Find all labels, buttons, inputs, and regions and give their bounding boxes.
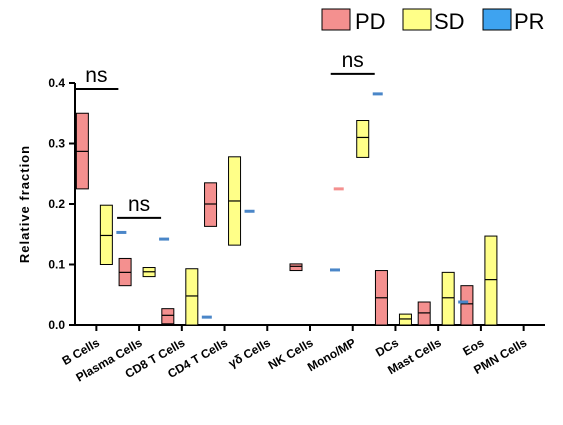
bar-pd-cd4-t-cells bbox=[204, 182, 218, 227]
x-tick-label-eos: Eos bbox=[460, 335, 486, 358]
legend-entry-sd: SD bbox=[402, 8, 465, 34]
bar-sd-dcs bbox=[398, 313, 412, 326]
legend-swatch-sd bbox=[402, 8, 432, 31]
bar-pd-cd8-t-cells bbox=[161, 308, 175, 325]
legend-entry-pd: PD bbox=[321, 8, 386, 34]
y-axis-title: Relative fraction bbox=[17, 145, 32, 263]
legend-entry-pr: PR bbox=[482, 8, 545, 34]
significance-label: ns bbox=[85, 64, 107, 87]
x-tick-label-mono-mp: Mono/MP bbox=[305, 335, 358, 374]
y-tick-label: 0.4 bbox=[48, 76, 65, 90]
bar-sd-eos bbox=[484, 235, 498, 326]
legend-label-sd: SD bbox=[434, 9, 465, 34]
bar-sd-cd8-t-cells bbox=[185, 268, 199, 326]
bar-pd-nk-cells bbox=[289, 263, 303, 272]
y-tick-label: 0.1 bbox=[48, 258, 65, 272]
legend-swatch-pr bbox=[482, 8, 512, 31]
significance-label: ns bbox=[342, 49, 364, 72]
y-tick-label: 0.2 bbox=[48, 197, 65, 211]
bar-pd-eos bbox=[460, 285, 474, 326]
x-tick-label-dcs: DCs bbox=[373, 335, 401, 359]
legend: PD SD PR bbox=[321, 8, 545, 34]
bar-pd-mast-cells bbox=[417, 301, 431, 326]
y-tick-label: 0.0 bbox=[48, 318, 65, 332]
legend-swatch-pd bbox=[321, 8, 351, 31]
bar-sd-mast-cells bbox=[441, 271, 455, 326]
y-tick-label: 0.3 bbox=[48, 137, 65, 151]
x-tick-label-cells: γδ Cells bbox=[226, 335, 273, 370]
bar-sd-mono-mp bbox=[356, 120, 370, 158]
legend-label-pd: PD bbox=[355, 9, 386, 34]
significance-label: ns bbox=[128, 193, 150, 216]
legend-label-pr: PR bbox=[514, 9, 545, 34]
bar-sd-b-cells bbox=[99, 204, 113, 266]
